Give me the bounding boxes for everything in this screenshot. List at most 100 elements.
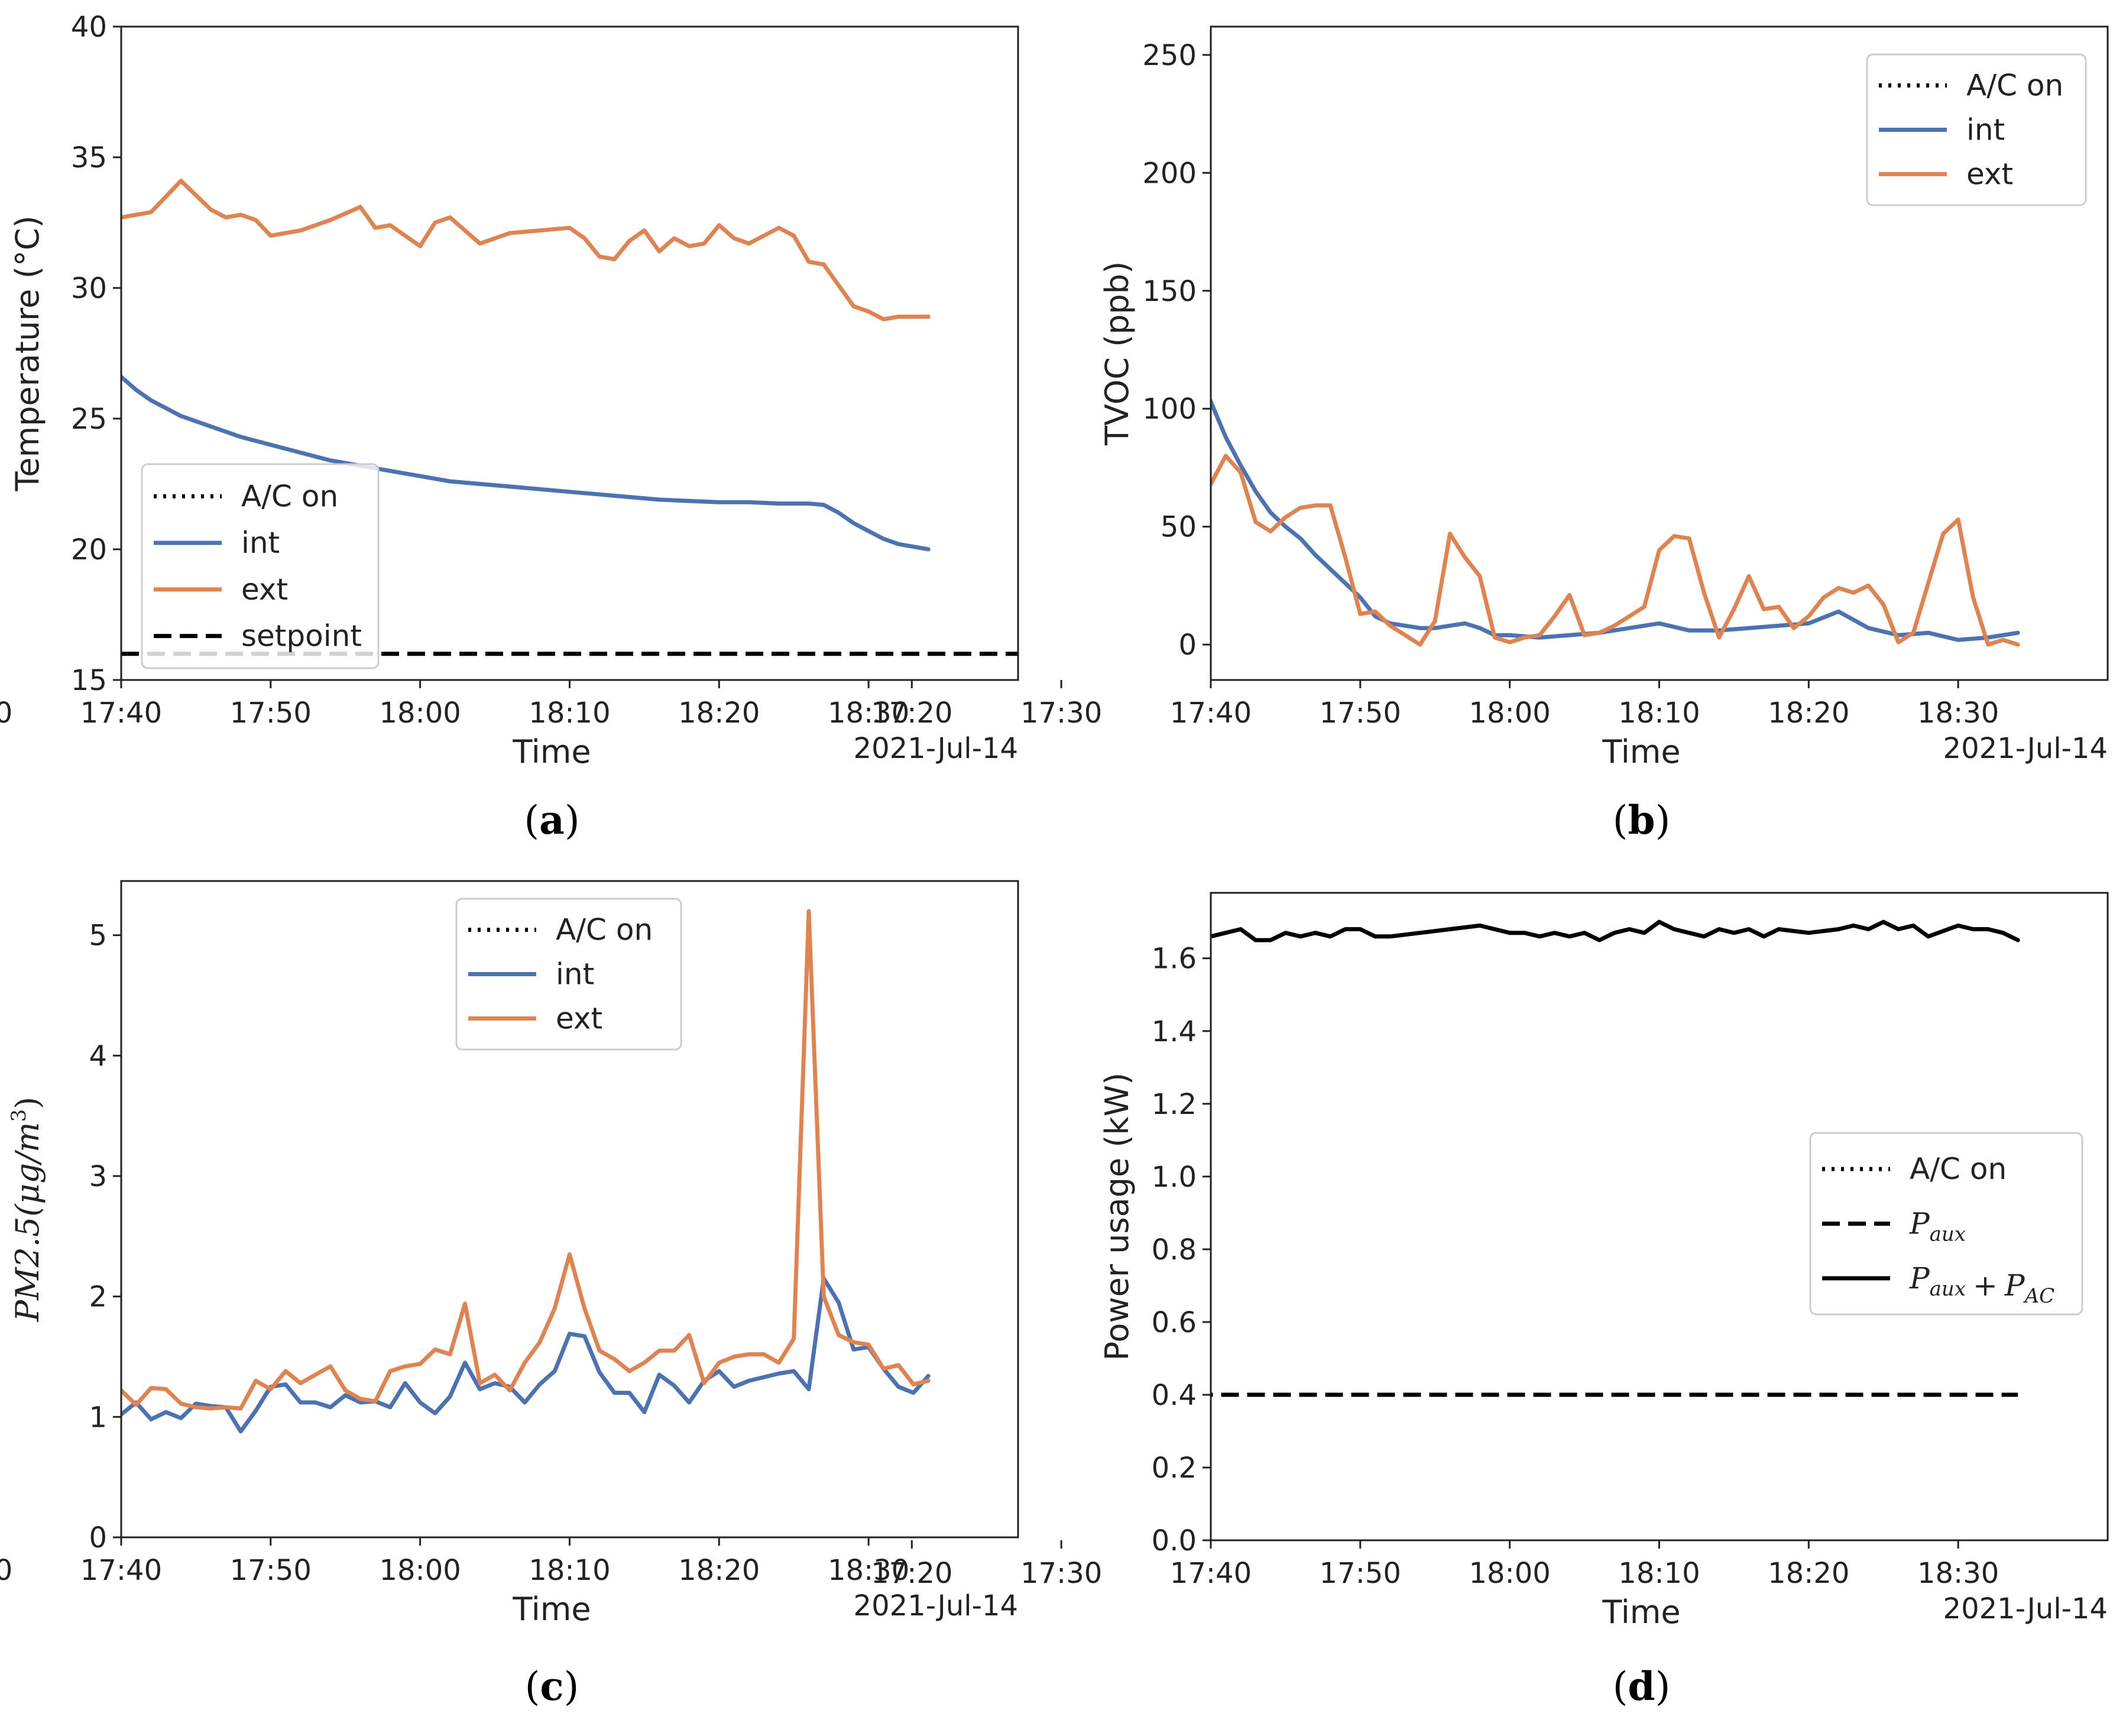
panel-label: (b) [1613,797,1671,843]
x-tick-label: 17:20 [871,697,952,730]
x-tick-label: 18:00 [1469,697,1550,730]
x-tick-label: 18:10 [529,697,610,730]
x-tick-label: 17:40 [1170,1557,1252,1590]
y-tick-label: 15 [71,664,107,697]
x-tick-label: 18:00 [379,1554,461,1587]
legend-label: Paux [1909,1207,1966,1246]
y-tick-label: 0 [1178,629,1197,662]
x-tick-label: 18:30 [1917,697,1999,730]
series-line-int [1211,396,2020,642]
x-tick-label: 18:30 [828,1554,909,1587]
y-tick-label: 1.0 [1152,1161,1197,1194]
y-tick-label: 1.4 [1152,1015,1197,1048]
axes-frame [120,25,1019,681]
legend-label: int [241,526,280,560]
legend-label: int [556,957,594,992]
series-line-int [121,374,931,552]
legend: A/C on int ext setpoint [141,463,380,669]
x-tick-label: 17:30 [0,697,12,730]
series-line-ext [1211,454,2020,647]
legend-label: A/C on [1966,69,2063,103]
legend: A/C on int ext [455,898,682,1051]
x-tick-label: 17:50 [1320,1557,1401,1590]
y-tick-label: 3 [89,1160,107,1193]
series-line-p-aux-p-ac [1211,919,2020,943]
y-tick-label: 40 [71,11,107,44]
x-axis-label: Time [512,733,591,770]
axes-frame [120,880,1019,1539]
x-tick-label: 17:50 [230,1554,312,1587]
x-axis-label: Time [1602,733,1680,770]
x-tick-label: 18:20 [1768,697,1849,730]
chart-panel-2: 0 50 100 150 200 250 17:20 17:30 17:40 17:50 18:00… [871,25,2109,843]
panel-label: (a) [524,797,579,843]
legend-box [141,463,380,669]
legend-label: int [1966,113,2005,147]
legend-label: A/C on [1910,1152,2007,1186]
y-tick-label: 50 [1161,511,1197,544]
axes-frame [1210,25,2109,681]
y-axis-label: TVOC (ppb) [1098,261,1136,446]
legend-label: Paux + PAC [1909,1261,2054,1308]
x-tick-label: 18:30 [828,697,909,730]
x-tick-label: 18:30 [1917,1557,1999,1590]
y-tick-label: 0.2 [1152,1452,1197,1485]
panel-label: (d) [1613,1663,1671,1709]
legend-label: ext [556,1002,602,1036]
x-tick-label: 17:50 [1320,697,1401,730]
x-tick-label: 17:30 [0,1554,12,1587]
y-tick-label: 1.2 [1152,1088,1197,1121]
legend-box [455,898,682,1051]
legend-box [1866,53,2087,206]
plot-area [121,909,931,1434]
x-tick-label: 17:30 [1020,1557,1102,1590]
x-tick-label: 17:30 [1020,697,1102,730]
chart-panel-1: 15 20 25 30 35 40 17:20 17:30 17:40 17:50 18:00 18:… [0,11,1019,843]
y-tick-label: 0.4 [1152,1379,1197,1412]
y-tick-label: 2 [89,1281,107,1314]
y-tick-label: 200 [1142,157,1197,190]
panel-label: (c) [525,1663,579,1709]
y-tick-label: 4 [89,1039,107,1073]
legend-label: ext [241,572,288,607]
plot-area [1211,396,2020,647]
y-axis-label: PM2.5(μg/m3) [7,1097,46,1322]
x-axis-label: Time [512,1591,591,1628]
x-tick-label: 18:20 [678,697,760,730]
y-tick-label: 35 [71,141,107,174]
x-axis-label: Time [1602,1594,1680,1631]
x-tick-label: 18:20 [1768,1557,1849,1590]
plot-area [121,179,1018,656]
date-label: 2021-Jul-14 [1943,1592,2108,1625]
y-tick-label: 150 [1142,275,1197,308]
legend-label: A/C on [241,479,338,513]
legend: A/C on int ext [1866,53,2087,206]
legend-label: setpoint [241,619,362,653]
legend-box [1809,1132,2083,1316]
y-tick-label: 100 [1142,393,1197,426]
y-tick-label: 25 [71,403,107,436]
y-tick-label: 0.0 [1152,1524,1197,1557]
chart-panel-3: 0 1 2 3 4 5 17:20 17:30 17:40 17:50 18:00 18:10 18:2… [0,880,1019,1709]
date-label: 2021-Jul-14 [854,1589,1018,1622]
y-axis-label: Power usage (kW) [1098,1073,1136,1361]
legend: A/C on Paux Paux + PAC [1809,1132,2083,1316]
y-tick-label: 0.8 [1152,1233,1197,1267]
x-tick-label: 17:40 [80,697,162,730]
series-line-ext [121,909,931,1411]
y-tick-label: 250 [1142,39,1197,72]
series-line-int [121,1276,931,1434]
date-label: 2021-Jul-14 [854,732,1018,765]
x-tick-label: 18:00 [379,697,461,730]
x-tick-label: 17:40 [1170,697,1252,730]
series-line-ext [121,179,931,322]
y-tick-label: 20 [71,533,107,566]
x-tick-label: 18:10 [1618,697,1700,730]
x-tick-label: 17:20 [871,1557,952,1590]
x-tick-label: 18:10 [1618,1557,1700,1590]
x-tick-label: 17:40 [80,1554,162,1587]
legend-label: ext [1966,157,2013,192]
date-label: 2021-Jul-14 [1943,732,2108,765]
axes-frame [1210,892,2109,1541]
